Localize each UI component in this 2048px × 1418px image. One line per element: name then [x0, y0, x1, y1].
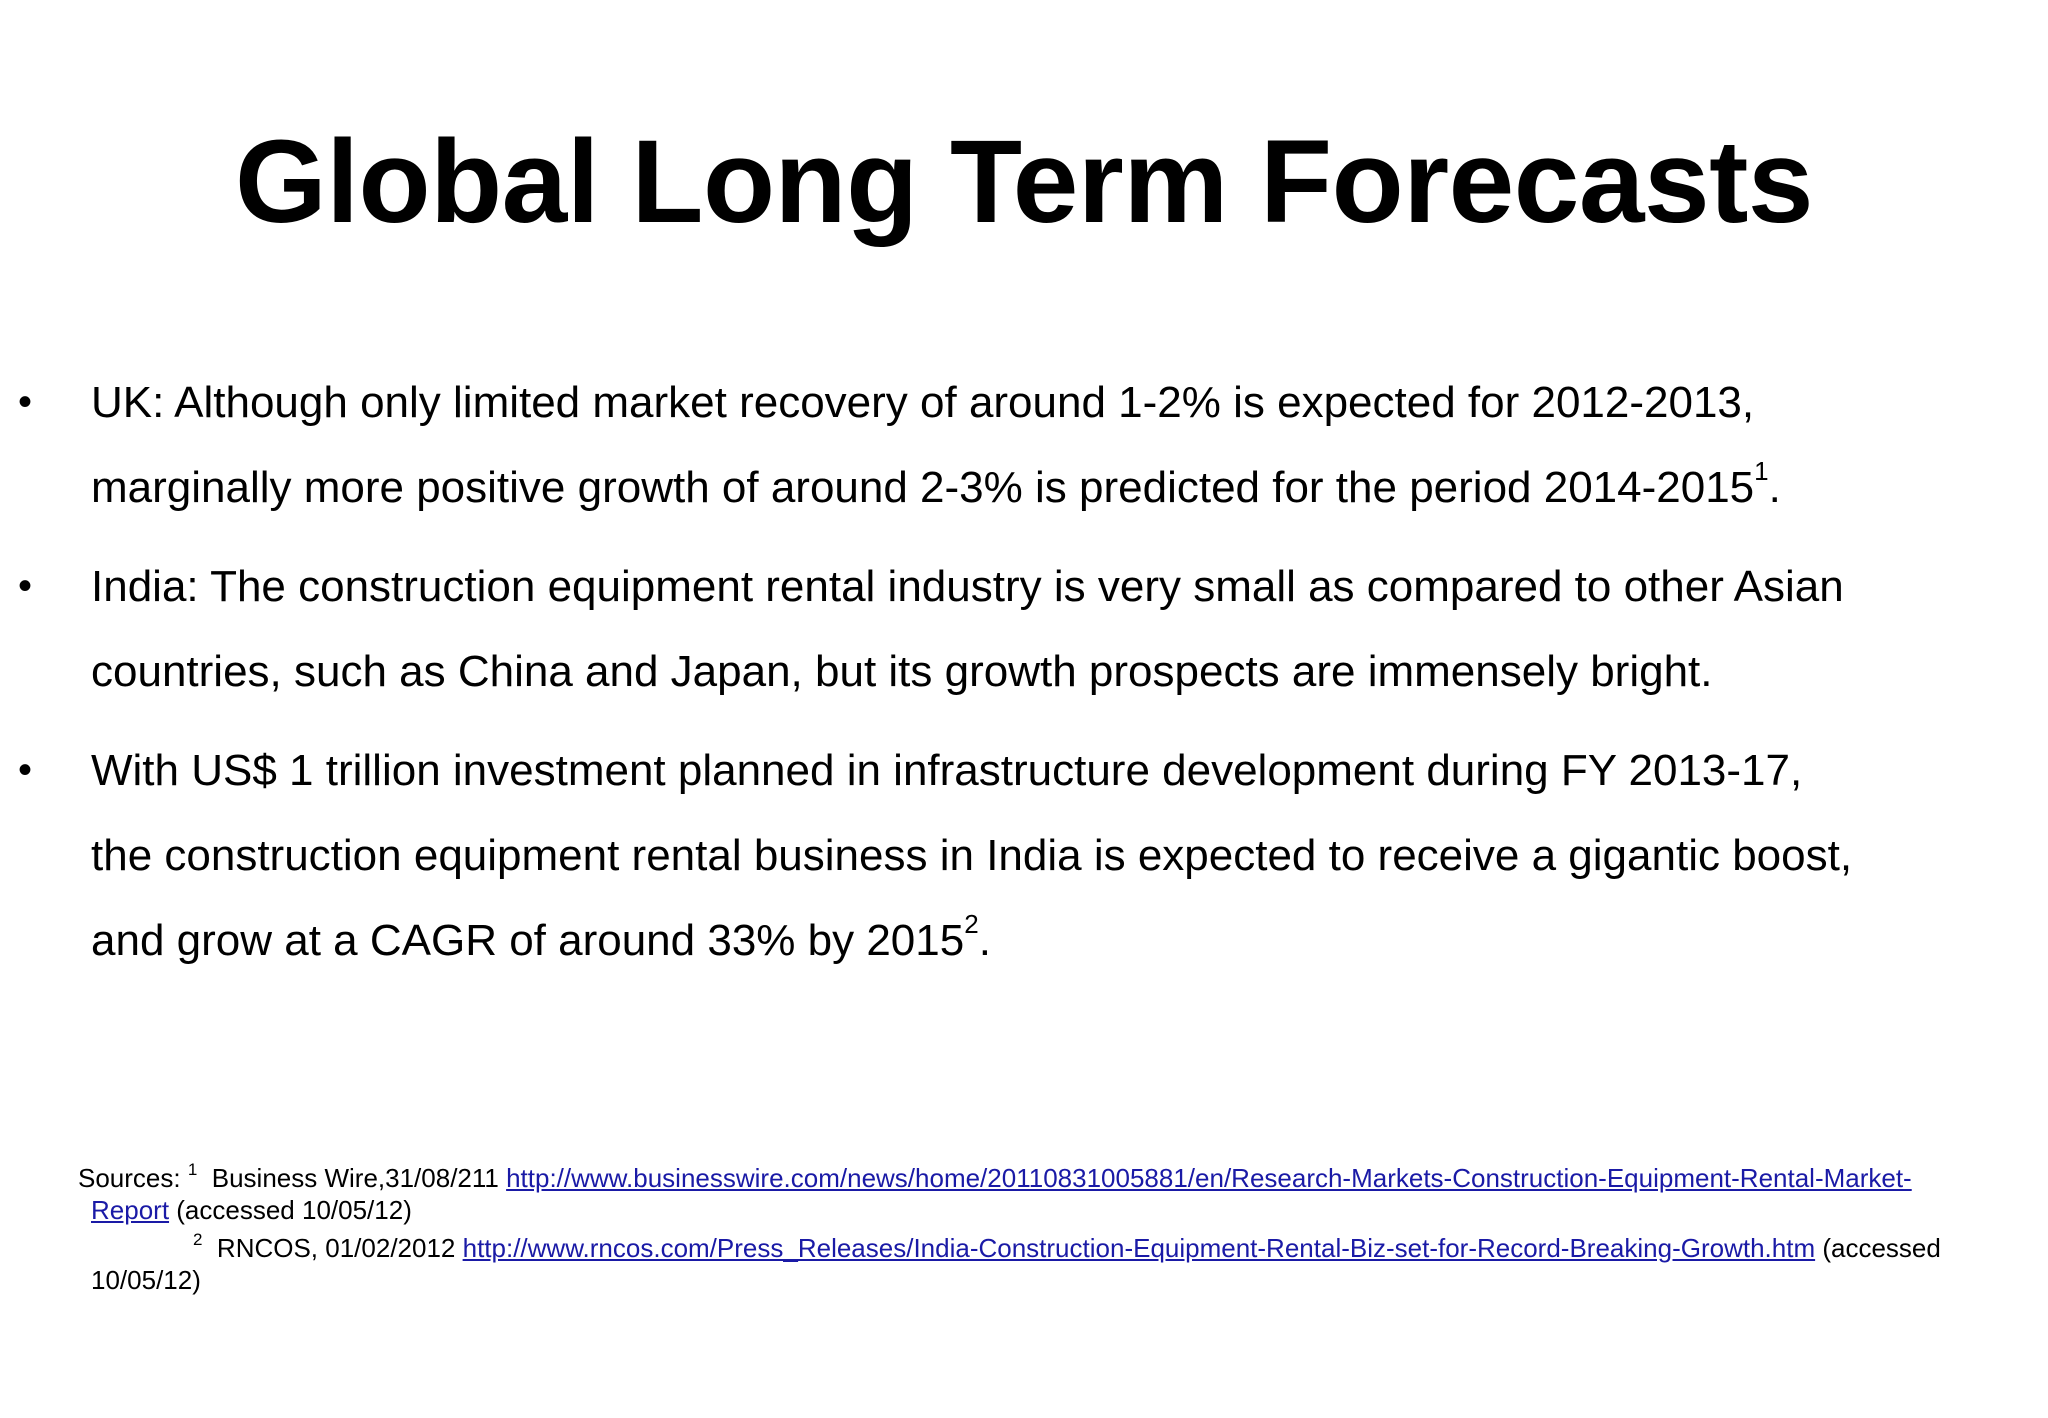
bullet-marker: • — [18, 564, 33, 608]
source-1: Sources: 1 Business Wire,31/08/211 http:… — [0, 1160, 2048, 1194]
source-2-link[interactable]: http://www.rncos.com/Press_Releases/Indi… — [462, 1233, 1816, 1263]
bullet-text: marginally more positive growth of aroun… — [91, 463, 1755, 512]
bullet-list: • UK: Although only limited market recov… — [0, 360, 2048, 997]
source-accessed: (accessed 10/05/12) — [169, 1195, 412, 1225]
sources-label: Sources: — [78, 1163, 188, 1193]
footnote-number: 1 — [187, 1160, 198, 1180]
slide-title: Global Long Term Forecasts — [234, 116, 1814, 248]
source-accessed: (accessed — [1815, 1233, 1941, 1263]
source-2-continued: 10/05/12) — [0, 1264, 2048, 1296]
source-1-link[interactable]: http://www.businesswire.com/news/home/20… — [506, 1163, 1912, 1193]
source-text: Business Wire,31/08/211 — [197, 1163, 507, 1193]
bullet-text: the construction equipment rental busine… — [91, 831, 1853, 880]
bullet-text-end: . — [1768, 463, 1781, 512]
bullet-item-uk: • UK: Although only limited market recov… — [0, 360, 2048, 530]
bullet-text: With US$ 1 trillion investment planned i… — [91, 746, 1803, 795]
source-accessed-date: 10/05/12) — [91, 1265, 201, 1295]
bullet-text: and grow at a CAGR of around 33% by 2015 — [91, 916, 965, 965]
footnote-number: 2 — [193, 1230, 203, 1250]
bullet-item-india: • India: The construction equipment rent… — [0, 544, 2048, 714]
bullet-marker: • — [18, 380, 33, 424]
bullet-text: India: The construction equipment rental… — [91, 562, 1844, 611]
source-2: 2 RNCOS, 01/02/2012 http://www.rncos.com… — [0, 1230, 2048, 1264]
bullet-text-end: . — [978, 916, 991, 965]
sources-footnotes: Sources: 1 Business Wire,31/08/211 http:… — [0, 1160, 2048, 1296]
bullet-text: UK: Although only limited market recover… — [91, 378, 1755, 427]
source-text: RNCOS, 01/02/2012 — [202, 1233, 463, 1263]
bullet-marker: • — [18, 748, 33, 792]
bullet-text: countries, such as China and Japan, but … — [91, 647, 1713, 696]
source-1-link-continued[interactable]: Report — [91, 1195, 170, 1225]
bullet-item-investment: • With US$ 1 trillion investment planned… — [0, 728, 2048, 983]
source-1-continued: Report (accessed 10/05/12) — [0, 1194, 2048, 1226]
footnote-ref: 1 — [1754, 456, 1769, 487]
footnote-ref: 2 — [964, 909, 979, 940]
